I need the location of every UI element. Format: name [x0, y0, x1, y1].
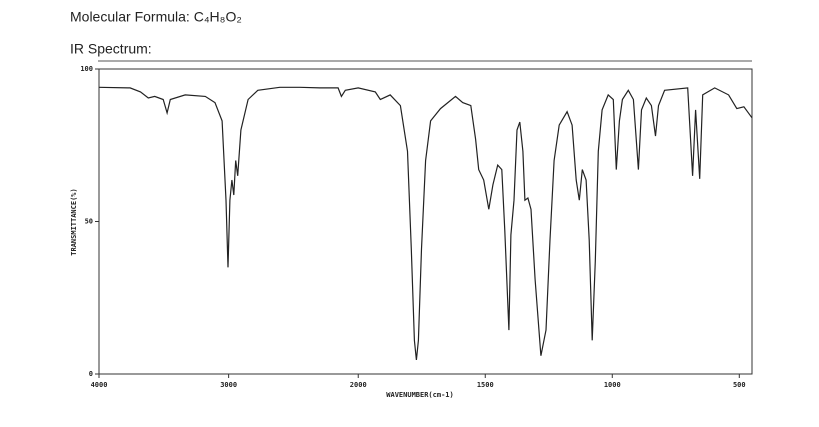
chart-subtitle: IR Spectrum: [70, 41, 152, 57]
x-tick-label: 1500 [477, 381, 494, 389]
x-tick-label: 2000 [350, 381, 367, 389]
chart-title: Molecular Formula: C₄H₈O₂ [70, 9, 242, 25]
plot-frame [98, 68, 753, 375]
y-tick-label: 100 [80, 65, 93, 73]
spectrum-line [98, 86, 753, 361]
x-axis-label: WAVENUMBER(cm-1) [386, 391, 453, 399]
y-axis-label: TRANSMITTANCE(%) [70, 188, 78, 255]
x-tick-label: 4000 [91, 381, 108, 389]
y-tick-label: 0 [89, 370, 93, 378]
x-tick-label: 500 [733, 381, 746, 389]
x-tick-label: 3000 [220, 381, 237, 389]
x-tick-label: 1000 [604, 381, 621, 389]
y-tick-label: 50 [85, 218, 93, 226]
